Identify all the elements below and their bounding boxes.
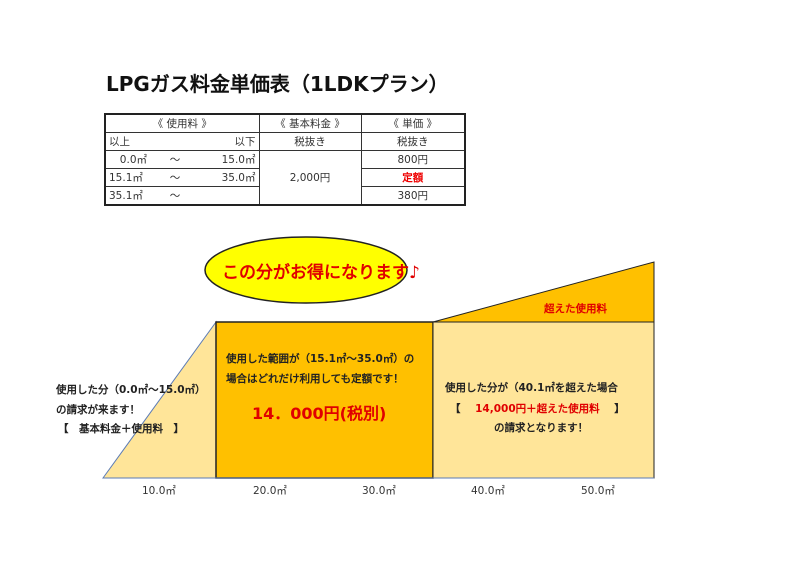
sub-base: 税抜き bbox=[258, 132, 362, 151]
axis-tick: 20.0㎡ bbox=[253, 485, 287, 497]
page-title: LPGガス料金単価表（1LDKプラン） bbox=[106, 72, 449, 96]
left-text-2: の請求が来ます！ bbox=[56, 404, 140, 416]
axis-tick: 40.0㎡ bbox=[471, 485, 505, 497]
table-row: 35.1㎡ ～ 380円 bbox=[104, 186, 466, 206]
middle-text-1: 使用した範囲が（15.1㎡～35.0㎡）の bbox=[226, 353, 415, 365]
left-text-3: 【 基本料金＋使用料 】 bbox=[58, 423, 184, 435]
axis-tick: 30.0㎡ bbox=[362, 485, 396, 497]
bubble-text: この分がお得になります♪ bbox=[222, 263, 420, 283]
axis-tick: 50.0㎡ bbox=[581, 485, 615, 497]
right-text-3: の請求となります！ bbox=[494, 422, 589, 434]
header-unit: 《 単価 》 bbox=[360, 113, 466, 133]
axis-tick: 10.0㎡ bbox=[142, 485, 176, 497]
over-usage-box bbox=[432, 321, 655, 479]
right-text-2: 【 14,000円＋超えた使用料 】 bbox=[450, 403, 625, 415]
flat-price: 14．000円(税別) bbox=[252, 404, 387, 423]
left-text-1: 使用した分（0.0㎡～15.0㎡） bbox=[56, 384, 206, 396]
base-usage-triangle bbox=[102, 320, 217, 479]
right-text-1: 使用した分が（40.1㎡を超えた場合 bbox=[445, 382, 618, 394]
table-row: 15.1㎡ ～ 35.0㎡ 定額 bbox=[104, 168, 466, 187]
price-table: 《 使用料 》 《 基本料金 》 《 単価 》 以上 以下 税抜き 税抜き 0.… bbox=[104, 113, 466, 206]
savings-bubble bbox=[204, 236, 408, 304]
extra-usage-triangle bbox=[432, 261, 655, 323]
extra-label: 超えた使用料 bbox=[544, 303, 607, 315]
sub-to: 以下 bbox=[200, 132, 260, 151]
middle-text-2: 場合はどれだけ利用しても定額です！ bbox=[226, 373, 404, 385]
flat-rate-box bbox=[215, 321, 434, 479]
